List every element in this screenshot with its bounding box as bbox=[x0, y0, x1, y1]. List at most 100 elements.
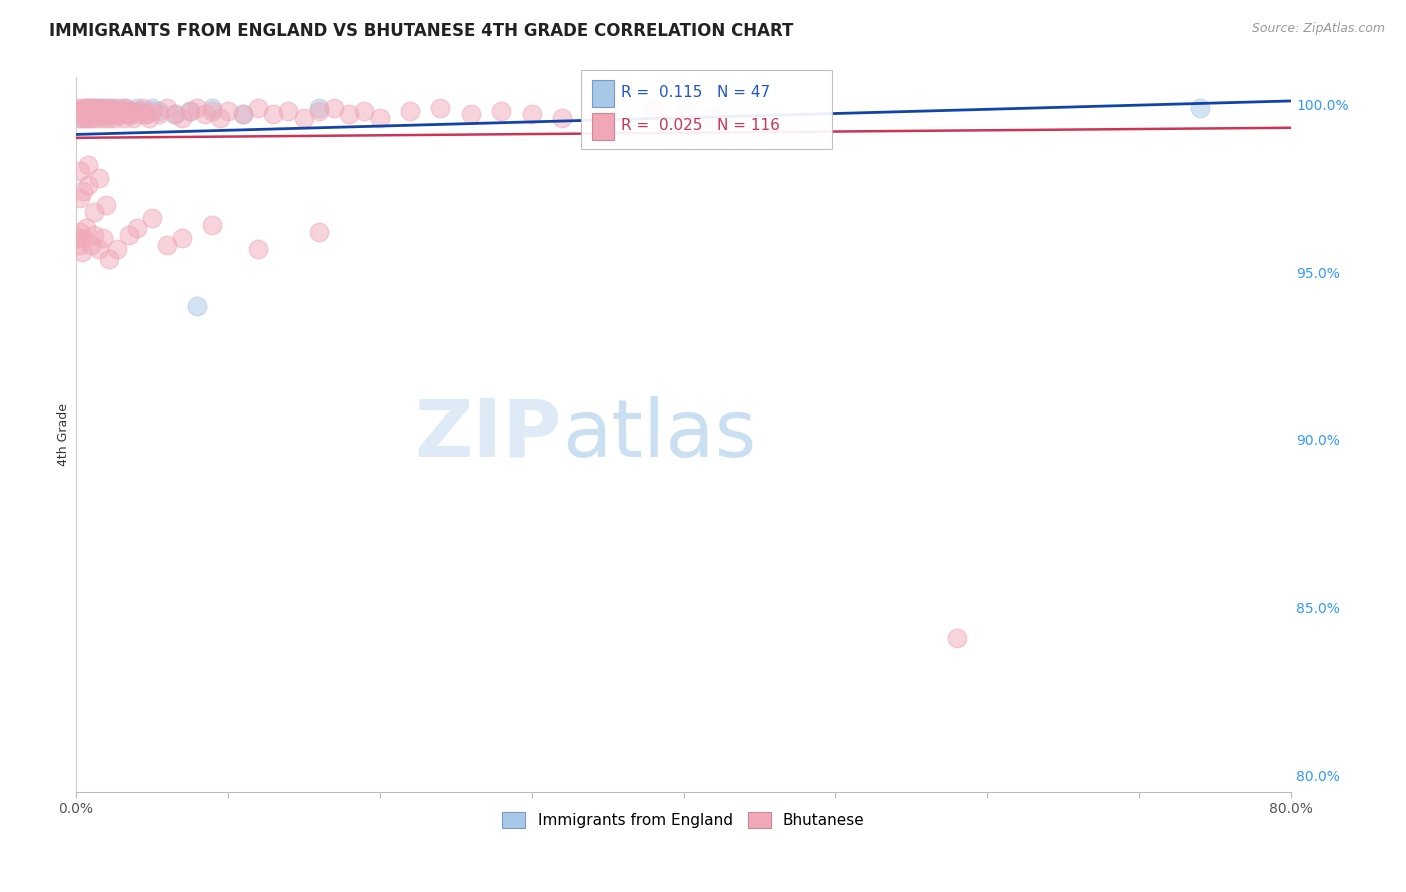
Point bbox=[489, 103, 512, 118]
Point bbox=[94, 198, 117, 212]
Point bbox=[105, 242, 128, 256]
Point bbox=[84, 103, 107, 118]
Point bbox=[107, 107, 129, 121]
Point bbox=[89, 103, 111, 118]
Text: R =  0.115   N = 47: R = 0.115 N = 47 bbox=[621, 86, 770, 100]
Point bbox=[247, 101, 270, 115]
Point bbox=[72, 107, 94, 121]
Text: IMMIGRANTS FROM ENGLAND VS BHUTANESE 4TH GRADE CORRELATION CHART: IMMIGRANTS FROM ENGLAND VS BHUTANESE 4TH… bbox=[49, 22, 793, 40]
Point bbox=[73, 111, 96, 125]
Point bbox=[98, 101, 121, 115]
Point bbox=[83, 101, 105, 115]
Point bbox=[80, 107, 103, 121]
Point bbox=[115, 101, 138, 115]
Point bbox=[118, 228, 141, 243]
Point bbox=[179, 103, 201, 118]
Point bbox=[353, 103, 375, 118]
Point bbox=[94, 101, 117, 115]
Point bbox=[946, 631, 969, 645]
Point bbox=[73, 103, 96, 118]
Point bbox=[103, 103, 125, 118]
Point bbox=[104, 101, 127, 115]
Point bbox=[91, 103, 114, 118]
Point bbox=[551, 111, 574, 125]
Point bbox=[82, 107, 104, 121]
Point bbox=[100, 103, 122, 118]
Point bbox=[201, 103, 224, 118]
Point bbox=[89, 107, 111, 121]
Point bbox=[83, 107, 105, 121]
Point bbox=[125, 101, 148, 115]
Point bbox=[141, 101, 163, 115]
Point bbox=[643, 101, 665, 115]
Point bbox=[72, 185, 94, 199]
Point bbox=[90, 103, 112, 118]
Point bbox=[201, 101, 224, 115]
Point bbox=[232, 107, 254, 121]
Point bbox=[460, 107, 482, 121]
Point bbox=[323, 101, 346, 115]
Point bbox=[112, 101, 135, 115]
Point bbox=[179, 103, 201, 118]
Point bbox=[172, 231, 194, 245]
Point bbox=[87, 242, 110, 256]
Point bbox=[129, 103, 152, 118]
Point bbox=[125, 221, 148, 235]
Text: ZIP: ZIP bbox=[415, 396, 562, 474]
Point bbox=[308, 103, 330, 118]
Point bbox=[596, 103, 619, 118]
Point bbox=[101, 107, 124, 121]
Point bbox=[201, 218, 224, 232]
Point bbox=[70, 103, 93, 118]
Point bbox=[79, 103, 101, 118]
Point bbox=[67, 101, 90, 115]
Point bbox=[121, 107, 143, 121]
Point bbox=[69, 111, 91, 125]
Point bbox=[72, 231, 94, 245]
Point bbox=[125, 103, 148, 118]
Point bbox=[67, 238, 90, 252]
Point bbox=[87, 107, 110, 121]
Point bbox=[77, 178, 100, 192]
Point bbox=[108, 101, 131, 115]
Point bbox=[86, 101, 108, 115]
Point bbox=[337, 107, 360, 121]
Point bbox=[84, 101, 107, 115]
Point bbox=[101, 107, 124, 121]
Point bbox=[90, 101, 112, 115]
Point bbox=[520, 107, 543, 121]
Point bbox=[97, 107, 120, 121]
Point bbox=[141, 103, 163, 118]
Point bbox=[277, 103, 299, 118]
Point bbox=[77, 103, 100, 118]
Point bbox=[70, 107, 93, 121]
Point bbox=[308, 101, 330, 115]
Point bbox=[141, 211, 163, 226]
Point bbox=[247, 242, 270, 256]
Point bbox=[90, 107, 112, 121]
Point bbox=[135, 107, 157, 121]
Point bbox=[98, 111, 121, 125]
Point bbox=[84, 103, 107, 118]
Point bbox=[72, 107, 94, 121]
Point bbox=[69, 164, 91, 178]
Point bbox=[128, 107, 150, 121]
Point bbox=[83, 204, 105, 219]
Point bbox=[80, 111, 103, 125]
Point bbox=[368, 111, 391, 125]
Point bbox=[103, 103, 125, 118]
Point bbox=[703, 111, 725, 125]
Point bbox=[91, 107, 114, 121]
Point bbox=[73, 103, 96, 118]
Text: atlas: atlas bbox=[562, 396, 756, 474]
Point bbox=[111, 103, 134, 118]
Point bbox=[69, 225, 91, 239]
Point bbox=[232, 107, 254, 121]
Point bbox=[292, 111, 315, 125]
Text: Source: ZipAtlas.com: Source: ZipAtlas.com bbox=[1251, 22, 1385, 36]
Point bbox=[72, 101, 94, 115]
Point bbox=[94, 107, 117, 121]
Point bbox=[82, 103, 104, 118]
Point bbox=[79, 107, 101, 121]
Point bbox=[75, 101, 97, 115]
